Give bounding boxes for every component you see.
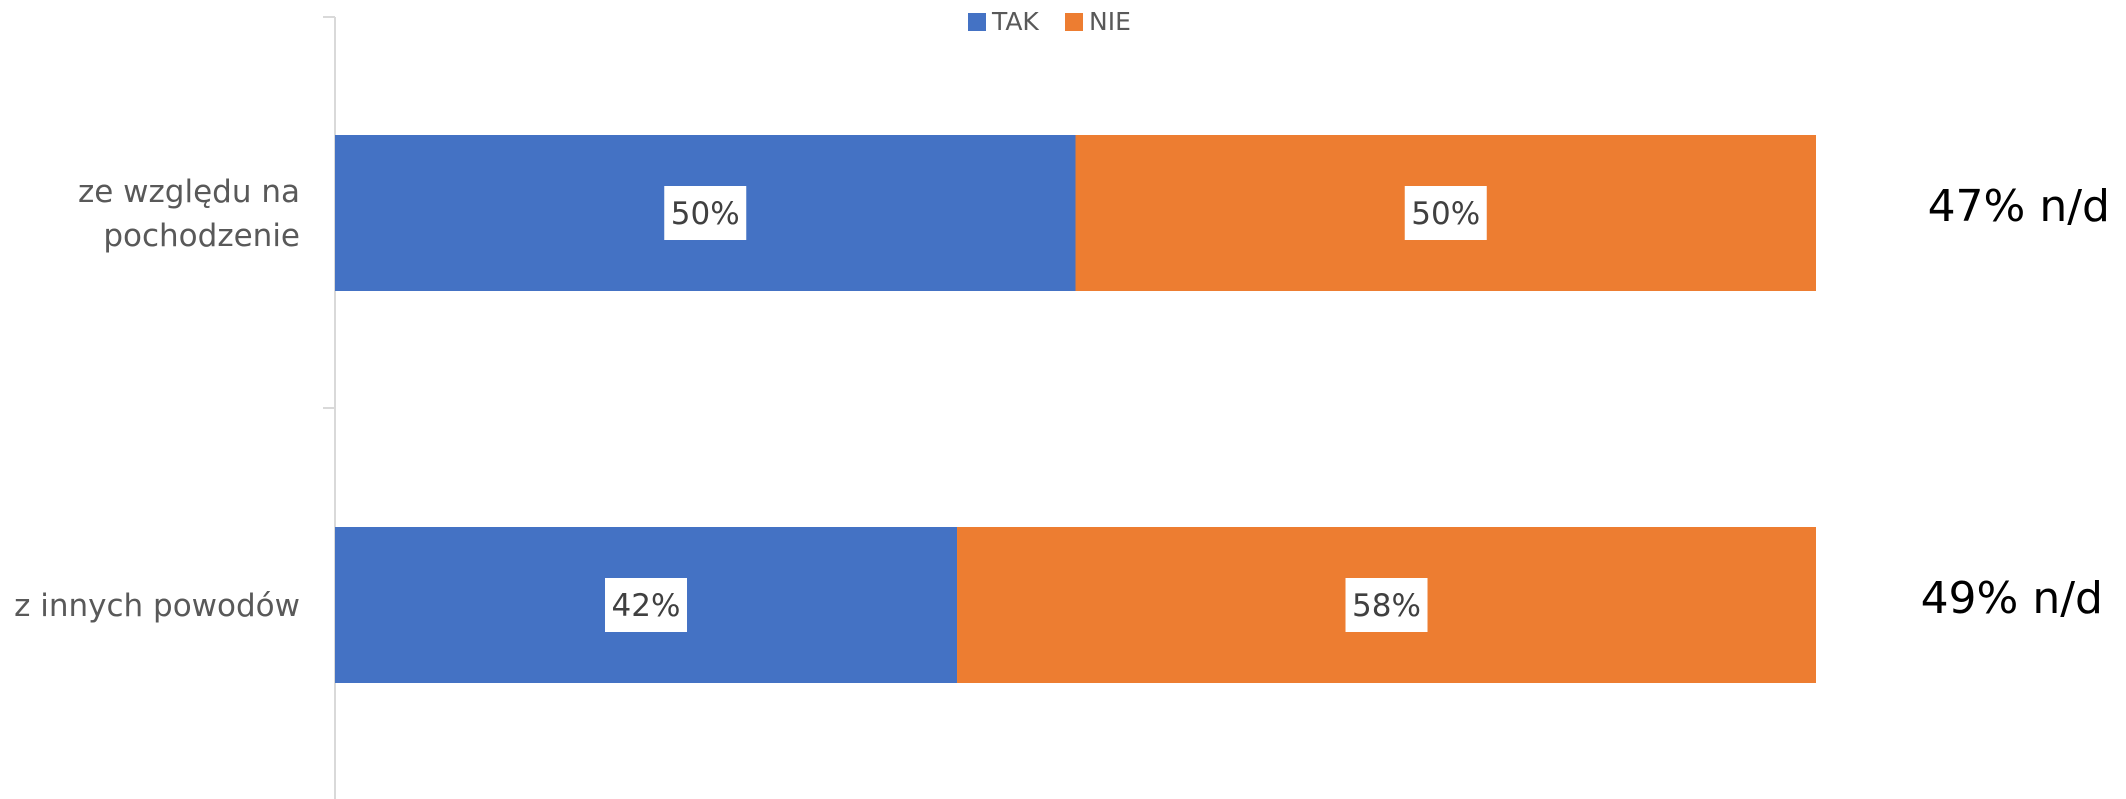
data-label-tak-2: 42% — [612, 588, 681, 624]
category-label-line: ze względu na — [78, 174, 300, 210]
category-label-line: pochodzenie — [103, 218, 300, 254]
legend-swatch-nie — [1065, 13, 1083, 31]
data-label-box — [605, 578, 688, 632]
annotations: 47% n/d 49% n/d — [1921, 181, 2110, 624]
legend-swatch-tak — [968, 13, 986, 31]
data-label-box — [664, 186, 747, 240]
category-axis — [323, 16, 336, 799]
bars — [335, 135, 1816, 683]
data-label-box — [1345, 578, 1428, 632]
legend-label-tak: TAK — [991, 7, 1039, 36]
category-label-2: z innych powodów — [14, 588, 300, 624]
data-labels: 50% 50% 42% 58% — [605, 186, 1487, 632]
nd-annotation-2: 49% n/d — [1921, 573, 2103, 624]
data-label-nie-1: 50% — [1411, 196, 1480, 232]
category-label-line: z innych powodów — [14, 588, 300, 624]
nd-annotation-1: 47% n/d — [1928, 181, 2110, 232]
legend: TAK NIE — [968, 7, 1131, 36]
data-label-nie-2: 58% — [1352, 588, 1421, 624]
category-labels: ze względu na pochodzenie z innych powodów — [14, 174, 300, 624]
legend-label-nie: NIE — [1089, 7, 1131, 36]
data-label-box — [1404, 186, 1487, 240]
data-label-tak-1: 50% — [671, 196, 740, 232]
category-label-1: ze względu na pochodzenie — [78, 174, 300, 254]
